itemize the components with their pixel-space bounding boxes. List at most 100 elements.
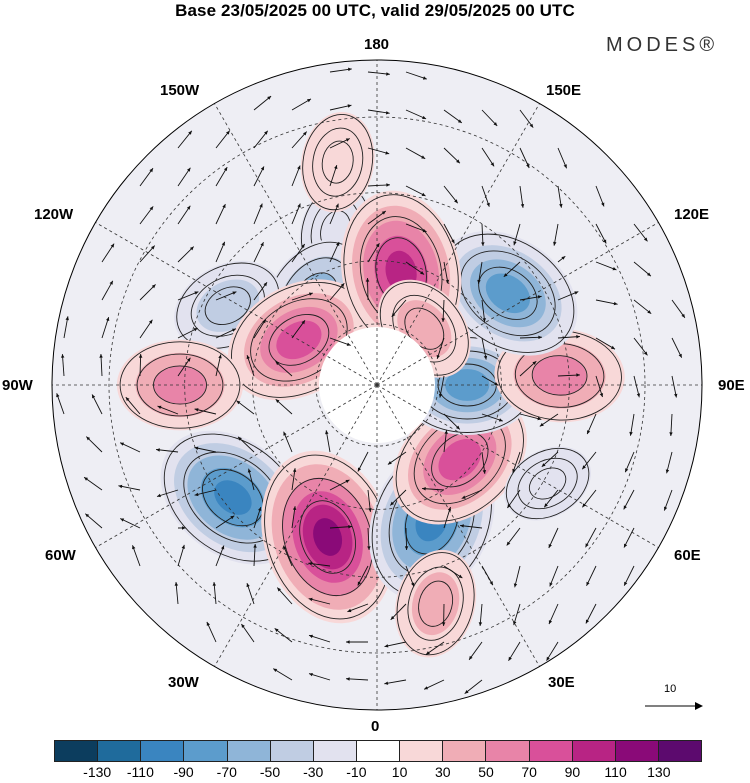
wind-vector — [405, 71, 427, 80]
wind-vector — [595, 337, 616, 350]
wind-vector — [253, 543, 257, 567]
wind-vector — [283, 545, 293, 567]
wind-vector — [276, 587, 293, 605]
meridian-line — [376, 222, 659, 386]
wind-vector — [367, 147, 390, 155]
wind-vector — [85, 436, 103, 453]
wind-vector — [329, 525, 353, 529]
wind-vector — [329, 283, 345, 301]
colorbar-swatch — [270, 741, 314, 761]
wind-vector — [481, 109, 498, 127]
colorbar-swatch — [356, 741, 401, 761]
wind-vector — [461, 489, 483, 499]
lon-label-150w: 150W — [160, 82, 200, 99]
colorbar-tick-label: 70 — [521, 764, 537, 780]
wind-vector — [405, 261, 425, 275]
wind-vector — [481, 147, 495, 167]
wind-vector — [91, 394, 103, 415]
modes-logo: MODES® — [606, 34, 719, 56]
wind-vector — [443, 147, 461, 164]
wind-vector — [212, 582, 217, 605]
wind-vector — [481, 375, 499, 386]
wind-vector — [138, 353, 143, 377]
colorbar-swatch — [615, 741, 659, 761]
wind-vector — [443, 185, 459, 204]
colorbar-tick-label: -50 — [259, 764, 281, 780]
wind-vector — [329, 138, 350, 149]
wind-vector — [357, 451, 369, 472]
wind-vector — [519, 335, 543, 339]
wind-vector — [253, 319, 267, 339]
wind-vector — [291, 203, 301, 225]
wind-vector — [623, 489, 635, 510]
wind-vector — [623, 565, 635, 586]
wind-vector — [329, 241, 340, 263]
colorbar-swatch — [313, 741, 357, 761]
map-border — [51, 59, 703, 711]
wind-vector — [481, 451, 487, 474]
wind-vector — [624, 451, 635, 473]
wind-vector — [595, 299, 618, 306]
colorbar-tick-label: 50 — [478, 764, 494, 780]
wind-vector — [253, 506, 262, 529]
wind-vector — [633, 375, 641, 398]
wind-vector — [156, 448, 179, 453]
wind-vector — [236, 400, 255, 415]
wind-vector — [194, 408, 217, 415]
wind-vector — [557, 255, 566, 263]
wind-vector — [275, 398, 293, 415]
wind-vector — [177, 130, 193, 149]
wind-vector — [215, 203, 226, 225]
wind-vector — [275, 361, 293, 377]
wind-vector — [513, 565, 521, 588]
wind-vector — [99, 353, 103, 377]
wind-vector — [585, 527, 597, 548]
wind-vector — [367, 71, 390, 76]
anomaly-center — [261, 450, 394, 624]
wind-vector — [671, 337, 683, 358]
wind-vector — [291, 131, 308, 149]
wind-vector — [308, 561, 331, 567]
wind-vector — [665, 451, 673, 474]
wind-vector — [119, 442, 141, 453]
wind-vector — [633, 223, 648, 242]
wind-vector — [512, 451, 521, 473]
lon-label-30e: 30E — [548, 674, 575, 691]
wind-vector — [365, 277, 370, 301]
wind-vector — [546, 641, 559, 661]
wind-vector — [384, 679, 407, 685]
wind-vector — [586, 565, 597, 586]
wind-vector — [345, 677, 369, 681]
wind-vector — [633, 337, 648, 356]
wind-vector — [548, 603, 559, 625]
lon-label-90w: 90W — [2, 377, 33, 394]
wind-vector — [443, 430, 448, 453]
lon-label-90e: 90E — [718, 377, 745, 394]
wind-vector — [367, 489, 372, 512]
wind-vector — [156, 489, 179, 498]
wind-vector — [481, 299, 486, 322]
colorbar-swatch — [98, 741, 142, 761]
reference-vector-label: 10 — [664, 683, 677, 695]
wind-vector — [125, 396, 141, 415]
wind-vector — [519, 413, 542, 421]
map-title: Base 23/05/2025 00 UTC, valid 29/05/2025… — [175, 1, 575, 20]
colorbar-swatch — [55, 741, 99, 761]
wind-vector — [329, 67, 352, 73]
meridian-line — [376, 384, 540, 667]
wind-vector — [669, 413, 673, 437]
colorbar-tick-labels: -130 -110 -90 -70 -50 -30 -10 10 30 50 70 90 110 130 — [54, 764, 702, 782]
wind-vector — [405, 223, 427, 233]
wind-vector — [557, 291, 579, 301]
wind-vector — [436, 337, 445, 360]
wind-vector — [291, 320, 306, 339]
wind-vector — [177, 526, 186, 530]
wind-vector — [443, 109, 463, 124]
wind-vector — [557, 147, 568, 169]
lon-label-30w: 30W — [168, 674, 199, 691]
lon-label-180: 180 — [364, 36, 390, 53]
wind-vector — [506, 527, 521, 546]
wind-vector — [481, 337, 488, 360]
wind-vector — [671, 299, 686, 319]
wind-vector — [443, 506, 452, 529]
